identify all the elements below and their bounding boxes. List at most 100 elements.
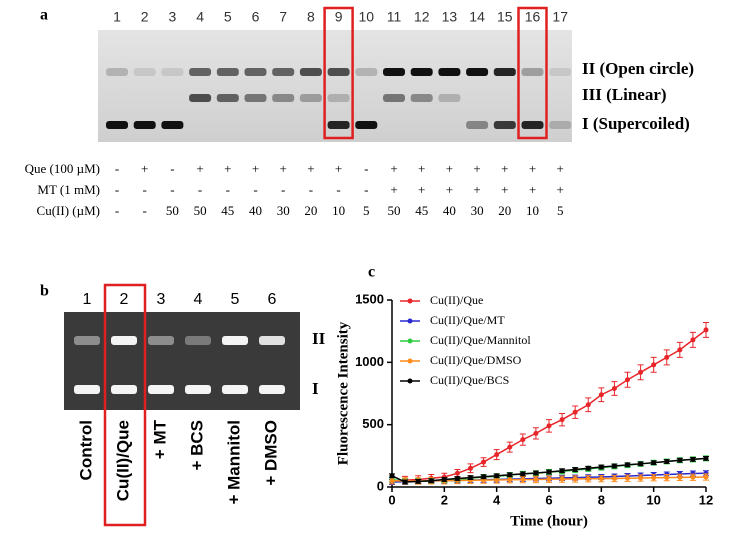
lane-number: 12 bbox=[414, 9, 430, 25]
data-point bbox=[572, 409, 578, 415]
lane-number: 17 bbox=[552, 9, 568, 25]
condition-label: + Mannitol bbox=[224, 420, 243, 505]
lane-number: 2 bbox=[141, 9, 149, 25]
data-point bbox=[703, 327, 709, 333]
row-cell: + bbox=[307, 161, 314, 176]
lane-number: 2 bbox=[120, 291, 129, 308]
row-cell: 50 bbox=[388, 203, 401, 218]
data-point bbox=[625, 377, 630, 383]
condition-label: + MT bbox=[150, 419, 169, 459]
condition-label: Control bbox=[76, 420, 95, 480]
row-cell: - bbox=[115, 161, 119, 176]
data-point bbox=[585, 402, 591, 408]
row-cell: + bbox=[418, 161, 425, 176]
lane-number: 4 bbox=[194, 291, 203, 308]
x-tick-label: 8 bbox=[598, 492, 605, 507]
row-cell: 45 bbox=[415, 203, 428, 218]
data-point bbox=[520, 437, 526, 443]
gel-band bbox=[259, 336, 285, 345]
y-axis-label: Fluorescence Intensity bbox=[335, 321, 351, 465]
legend-marker bbox=[407, 318, 413, 324]
row-cell: - bbox=[143, 203, 147, 218]
gel-band bbox=[185, 385, 211, 394]
data-point bbox=[572, 476, 578, 482]
row-cell: + bbox=[390, 161, 397, 176]
data-point bbox=[598, 464, 604, 470]
panel-label: b bbox=[40, 283, 49, 300]
row-cell: 5 bbox=[557, 203, 564, 218]
highlight-box bbox=[103, 283, 147, 527]
row-cell: 10 bbox=[332, 203, 345, 218]
data-point bbox=[533, 477, 539, 483]
lane-number: 15 bbox=[497, 9, 513, 25]
gel-band bbox=[222, 336, 248, 345]
band-label: I bbox=[312, 379, 319, 398]
legend-marker bbox=[407, 338, 413, 344]
highlight-box bbox=[517, 6, 548, 140]
data-point bbox=[690, 474, 696, 480]
data-point bbox=[402, 479, 408, 485]
legend-label: Cu(II)/Que/MT bbox=[430, 313, 505, 327]
data-point bbox=[454, 470, 460, 476]
x-tick-label: 0 bbox=[388, 492, 395, 507]
data-point bbox=[703, 470, 709, 476]
data-point bbox=[546, 469, 552, 475]
data-point bbox=[507, 444, 513, 450]
row-cell: + bbox=[446, 182, 453, 197]
legend-label: Cu(II)/Que bbox=[430, 293, 483, 307]
condition-label: + DMSO bbox=[261, 420, 280, 486]
lane-number: 1 bbox=[83, 291, 92, 308]
row-cell: + bbox=[529, 161, 536, 176]
data-point bbox=[651, 475, 657, 481]
data-point bbox=[585, 476, 591, 482]
data-point bbox=[598, 392, 604, 398]
row-cell: - bbox=[170, 182, 174, 197]
gel-band bbox=[383, 68, 405, 76]
x-tick-label: 12 bbox=[699, 492, 713, 507]
row-cell: - bbox=[170, 161, 174, 176]
x-axis-label: Time (hour) bbox=[510, 513, 588, 529]
row-cell: - bbox=[198, 182, 202, 197]
data-point bbox=[389, 478, 395, 484]
legend-label: Cu(II)/Que/Mannitol bbox=[430, 333, 531, 347]
row-cell: - bbox=[253, 182, 257, 197]
lane-number: 6 bbox=[252, 9, 260, 25]
data-point bbox=[481, 474, 487, 480]
lane-number: 11 bbox=[387, 9, 402, 25]
x-tick-label: 2 bbox=[441, 492, 448, 507]
gel-band bbox=[216, 68, 239, 76]
data-point bbox=[598, 476, 604, 482]
row-cell: 30 bbox=[277, 203, 290, 218]
gel-band bbox=[493, 68, 516, 76]
row-cell: + bbox=[280, 161, 287, 176]
row-cell: + bbox=[252, 161, 259, 176]
gel-band bbox=[327, 94, 350, 102]
data-point bbox=[533, 430, 539, 436]
row-cell: - bbox=[336, 182, 340, 197]
row-cell: + bbox=[501, 182, 508, 197]
legend-marker bbox=[407, 298, 413, 304]
gel-band bbox=[493, 121, 516, 129]
y-tick-label: 1500 bbox=[355, 291, 384, 306]
lane-number: 14 bbox=[469, 9, 485, 25]
data-point bbox=[559, 417, 565, 423]
condition-label: Cu(II)/Que bbox=[113, 420, 132, 501]
data-point bbox=[507, 472, 513, 478]
row-cell: + bbox=[141, 161, 148, 176]
data-point bbox=[690, 337, 696, 343]
row-cell: - bbox=[309, 182, 313, 197]
gel-band bbox=[161, 68, 184, 76]
gel-band bbox=[216, 94, 239, 102]
data-point bbox=[611, 476, 617, 482]
row-cell: 45 bbox=[221, 203, 234, 218]
row-cell: 20 bbox=[304, 203, 317, 218]
lane-number: 5 bbox=[224, 9, 232, 25]
row-cell: 40 bbox=[443, 203, 456, 218]
data-point bbox=[664, 458, 670, 464]
gel-band bbox=[410, 68, 433, 76]
band-label: I (Supercoiled) bbox=[582, 114, 690, 133]
lane-number: 6 bbox=[268, 291, 277, 308]
row-cell: + bbox=[557, 161, 564, 176]
data-point bbox=[546, 476, 552, 482]
